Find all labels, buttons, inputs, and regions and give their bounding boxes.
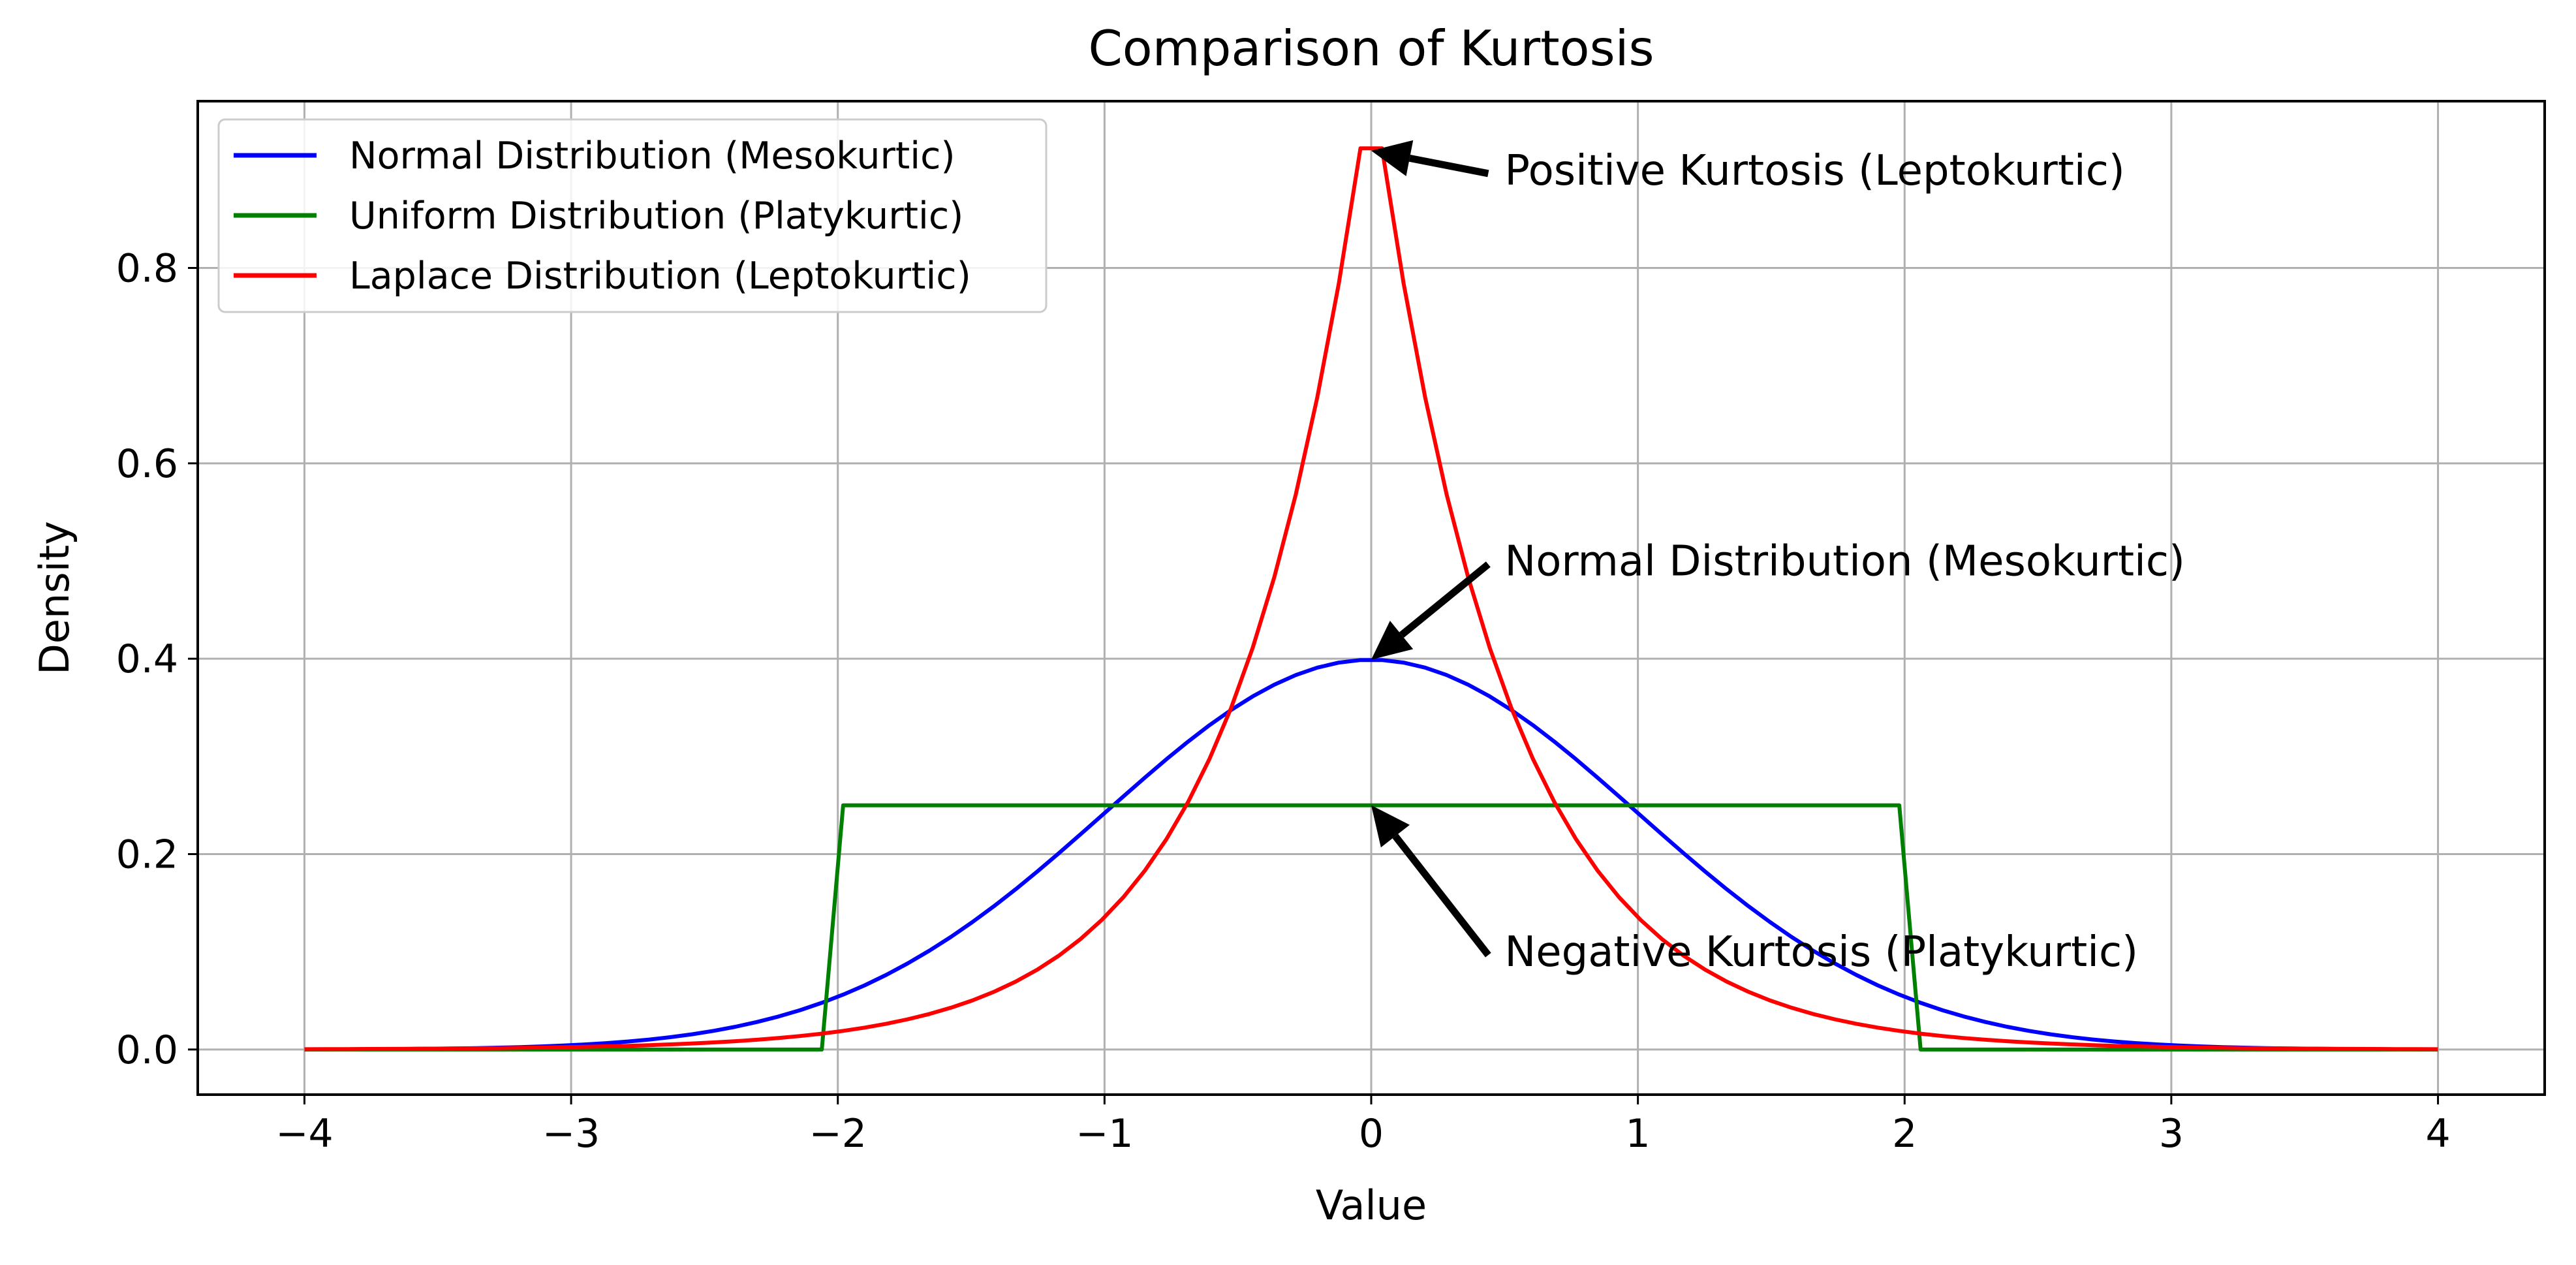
annotations: Positive Kurtosis (Leptokurtic) Normal Di… [1371, 140, 2185, 976]
annotation-label: Positive Kurtosis (Leptokurtic) [1504, 147, 2125, 195]
legend-entry-label: Uniform Distribution (Platykurtic) [349, 195, 963, 238]
x-axis-label: Value [1316, 1181, 1427, 1229]
legend-entry-label: Normal Distribution (Mesokurtic) [349, 134, 955, 178]
annotation-arrow-shaft [1399, 561, 1491, 638]
series-line-normal [304, 658, 2438, 1052]
x-tick-label: 1 [1626, 1111, 1651, 1157]
series-line-laplace [304, 146, 2438, 1052]
y-tick-label: 0.2 [116, 832, 178, 878]
plot-lines [304, 146, 2438, 1052]
x-tick-label: −4 [275, 1111, 333, 1157]
legend-box [217, 118, 1047, 313]
annotation-arrow-shaft [1408, 154, 1489, 178]
annotation-label: Normal Distribution (Mesokurtic) [1504, 537, 2185, 586]
chart-title: Comparison of Kurtosis [1088, 20, 1654, 77]
y-axis-ticks: 0.0 0.2 0.4 0.6 0.8 [116, 245, 198, 1073]
y-tick-label: 0.8 [116, 245, 178, 291]
annotation-arrow-shaft [1392, 834, 1491, 958]
y-tick-label: 0.4 [116, 636, 178, 682]
x-tick-label: −2 [809, 1111, 867, 1157]
x-axis-ticks: −4 −3 −2 −1 0 1 2 3 4 [275, 1095, 2451, 1157]
legend: Normal Distribution (Mesokurtic) Uniform … [217, 118, 1047, 313]
annotation-arrow-head [1371, 140, 1414, 176]
y-tick-label: 0.0 [116, 1027, 178, 1073]
series-line-uniform [304, 803, 2438, 1052]
annotation-arrow-head [1371, 621, 1414, 660]
annotation-label: Negative Kurtosis (Platykurtic) [1504, 928, 2138, 976]
x-tick-label: −1 [1076, 1111, 1133, 1157]
x-tick-label: 3 [2159, 1111, 2184, 1157]
x-tick-label: 0 [1359, 1111, 1384, 1157]
annotation-arrow-head [1371, 805, 1410, 848]
y-tick-label: 0.6 [116, 441, 178, 487]
y-axis-label: Density [31, 521, 78, 675]
x-tick-label: 4 [2425, 1111, 2450, 1157]
x-tick-label: −3 [542, 1111, 600, 1157]
legend-entry-label: Laplace Distribution (Leptokurtic) [349, 255, 971, 298]
x-tick-label: 2 [1892, 1111, 1917, 1157]
